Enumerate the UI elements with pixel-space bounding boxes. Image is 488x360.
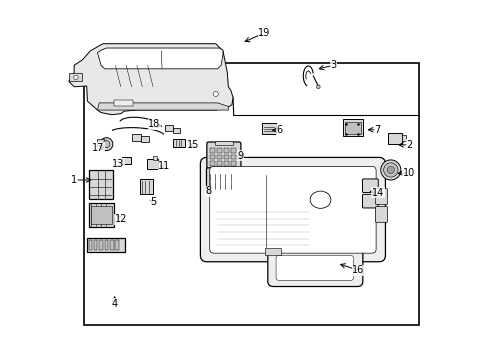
- Bar: [230, 148, 235, 153]
- Text: 4: 4: [111, 299, 118, 309]
- Bar: [131, 134, 140, 141]
- Text: 7: 7: [373, 125, 380, 135]
- Bar: [172, 139, 185, 147]
- Text: 5: 5: [150, 197, 156, 207]
- Bar: [94, 240, 97, 250]
- Text: 10: 10: [402, 168, 414, 178]
- Ellipse shape: [309, 191, 330, 208]
- Bar: [153, 156, 157, 160]
- Bar: [99, 240, 102, 250]
- Bar: [86, 238, 125, 252]
- FancyBboxPatch shape: [375, 189, 387, 204]
- Bar: [387, 133, 402, 144]
- Polygon shape: [97, 48, 223, 69]
- Text: 16: 16: [352, 265, 364, 275]
- Bar: [401, 135, 405, 141]
- Bar: [224, 154, 228, 159]
- Circle shape: [74, 75, 78, 80]
- Text: 8: 8: [205, 186, 211, 197]
- Bar: [88, 170, 113, 199]
- Circle shape: [100, 138, 113, 150]
- Text: 14: 14: [371, 188, 383, 198]
- Bar: [344, 122, 360, 134]
- Circle shape: [316, 85, 320, 89]
- Text: 15: 15: [187, 140, 200, 150]
- FancyBboxPatch shape: [200, 157, 385, 262]
- Bar: [215, 141, 233, 145]
- Bar: [173, 128, 180, 133]
- Circle shape: [213, 91, 218, 96]
- Text: 17: 17: [92, 143, 104, 153]
- Text: 11: 11: [158, 161, 170, 171]
- Bar: [83, 63, 418, 325]
- Text: 12: 12: [115, 215, 127, 224]
- Bar: [210, 148, 215, 153]
- Polygon shape: [69, 73, 82, 81]
- FancyBboxPatch shape: [206, 168, 238, 192]
- Bar: [140, 179, 153, 194]
- Bar: [343, 119, 362, 136]
- FancyBboxPatch shape: [276, 255, 353, 280]
- Circle shape: [380, 160, 400, 180]
- Polygon shape: [69, 44, 233, 115]
- Bar: [224, 161, 228, 166]
- FancyBboxPatch shape: [362, 194, 378, 208]
- Text: 13: 13: [112, 159, 124, 169]
- Text: 9: 9: [237, 150, 243, 161]
- Bar: [217, 148, 222, 153]
- Bar: [164, 125, 172, 131]
- Bar: [147, 159, 158, 169]
- Text: 19: 19: [258, 28, 270, 38]
- Text: 2: 2: [406, 140, 412, 150]
- Circle shape: [383, 163, 397, 177]
- Bar: [113, 100, 133, 107]
- FancyBboxPatch shape: [209, 166, 375, 253]
- FancyBboxPatch shape: [362, 179, 378, 193]
- Bar: [91, 206, 112, 224]
- Bar: [141, 136, 149, 142]
- Bar: [224, 148, 228, 153]
- Bar: [88, 203, 114, 227]
- FancyBboxPatch shape: [206, 142, 241, 169]
- Bar: [230, 161, 235, 166]
- Circle shape: [102, 140, 110, 148]
- FancyBboxPatch shape: [267, 249, 362, 287]
- Bar: [110, 240, 113, 250]
- Bar: [210, 154, 215, 159]
- Text: 3: 3: [330, 60, 336, 70]
- FancyBboxPatch shape: [375, 207, 387, 222]
- Bar: [88, 240, 92, 250]
- Text: 18: 18: [148, 120, 160, 129]
- Bar: [217, 161, 222, 166]
- Text: 6: 6: [276, 125, 282, 135]
- Circle shape: [386, 166, 394, 174]
- Bar: [97, 139, 104, 145]
- Bar: [210, 161, 215, 166]
- Text: 1: 1: [71, 175, 77, 185]
- Bar: [217, 154, 222, 159]
- Bar: [115, 240, 119, 250]
- Bar: [265, 248, 281, 255]
- Bar: [261, 123, 276, 134]
- Bar: [122, 157, 131, 164]
- Bar: [104, 240, 108, 250]
- Polygon shape: [97, 103, 228, 110]
- Bar: [230, 154, 235, 159]
